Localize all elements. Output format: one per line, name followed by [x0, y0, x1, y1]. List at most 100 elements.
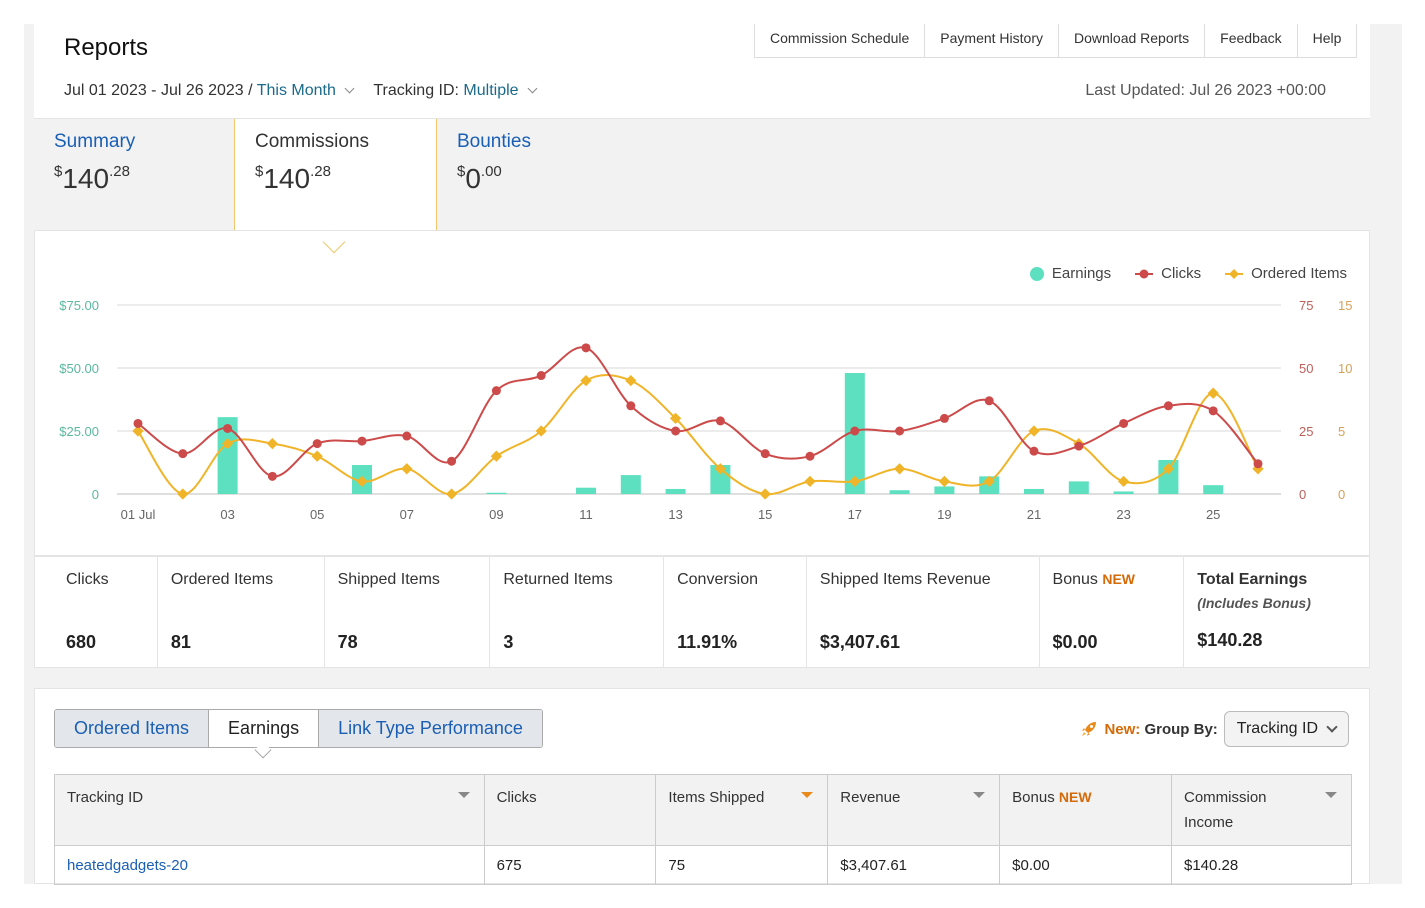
last-updated: Last Updated: Jul 26 2023 +00:00: [1085, 82, 1326, 99]
sort-caret-active-icon[interactable]: [801, 792, 814, 798]
stat-shipped-revenue-value: $3,407.61: [819, 632, 900, 652]
stat-clicks-label: Clicks: [66, 571, 109, 588]
x-tick-label: 21: [1027, 507, 1041, 522]
clicks-point: [402, 431, 412, 441]
x-tick-label: 03: [220, 507, 234, 522]
x-tick-label: 09: [489, 507, 503, 522]
payment-history-link[interactable]: Payment History: [924, 24, 1058, 57]
ordered-items-point: [356, 475, 368, 488]
date-filter-row: Jul 01 2023 - Jul 26 2023 / This Month T…: [64, 82, 542, 100]
tracking-id-link[interactable]: heatedgadgets-20: [54, 845, 485, 885]
stat-ordered-items: Ordered Items 81: [156, 557, 324, 667]
clicks-point: [1208, 406, 1218, 416]
stat-shipped-revenue: Shipped Items Revenue $3,407.61: [805, 557, 1039, 667]
report-table-section: Ordered Items Earnings Link Type Perform…: [34, 688, 1370, 885]
x-tick-label: 19: [937, 507, 951, 522]
legend-ordered-items-label: Ordered Items: [1251, 265, 1347, 282]
tab-commissions-amount: $140.28: [255, 163, 331, 194]
ordered-items-point: [1207, 387, 1219, 399]
x-tick-label: 23: [1116, 507, 1130, 522]
ordered-items-point: [401, 463, 413, 475]
x-tick-label: 05: [310, 507, 324, 522]
ordered-items-point: [1028, 425, 1040, 437]
new-badge: NEW: [1102, 571, 1136, 587]
ordered-items-point: [714, 463, 727, 475]
tab-commissions-label: Commissions: [255, 131, 370, 152]
sort-caret-icon[interactable]: [1325, 792, 1337, 798]
ordered-items-point: [625, 374, 637, 387]
ordered-items-point: [221, 437, 234, 450]
stat-total-earnings-sub: (Includes Bonus): [1197, 595, 1311, 611]
sort-caret-icon[interactable]: [973, 792, 986, 798]
group-by-select[interactable]: Tracking ID: [1223, 711, 1349, 747]
x-tick-label: 25: [1206, 507, 1220, 522]
tab-ordered-items[interactable]: Ordered Items: [55, 710, 209, 747]
ordered-items-point: [445, 488, 458, 500]
feedback-link[interactable]: Feedback: [1204, 24, 1296, 57]
col-items-shipped[interactable]: Items Shipped: [655, 774, 829, 846]
earnings-bar: [486, 492, 507, 494]
col-clicks[interactable]: Clicks: [483, 774, 657, 846]
y-left-tick-label: $50.00: [59, 361, 99, 376]
clicks-point: [223, 423, 233, 433]
col-commission-income[interactable]: Commission Income: [1171, 774, 1352, 846]
col-revenue[interactable]: Revenue: [827, 774, 1001, 846]
clicks-point: [357, 436, 367, 446]
y-clicks-tick-label: 0: [1299, 487, 1306, 502]
download-reports-link[interactable]: Download Reports: [1058, 24, 1204, 57]
legend-earnings-label: Earnings: [1051, 265, 1112, 282]
tab-earnings[interactable]: Earnings: [208, 710, 319, 747]
ordered-items-point: [849, 475, 861, 488]
legend-ordered-items[interactable]: Ordered Items: [1225, 265, 1347, 282]
col-bonus[interactable]: Bonus NEW: [999, 774, 1172, 846]
clicks-line: [137, 346, 1259, 478]
commission-schedule-link[interactable]: Commission Schedule: [770, 30, 910, 46]
chevron-down-icon[interactable]: [344, 83, 355, 94]
tab-summary[interactable]: Summary $140.28: [34, 119, 234, 231]
tracking-id-dropdown[interactable]: Multiple: [463, 82, 519, 99]
stats-row: Clicks 680 Ordered Items 81 Shipped Item…: [34, 556, 1370, 668]
table-row: heatedgadgets-20 675 75 $3,407.61 $0.00 …: [54, 845, 1352, 885]
y-items-tick-label: 5: [1338, 424, 1345, 439]
tab-link-type-performance[interactable]: Link Type Performance: [318, 710, 542, 747]
clicks-point: [671, 426, 681, 436]
sort-caret-icon[interactable]: [457, 792, 470, 798]
tab-commissions[interactable]: Commissions $140.28: [234, 119, 437, 237]
ordered-items-point: [759, 488, 771, 500]
earnings-bar: [1024, 488, 1044, 494]
clicks-point: [715, 416, 725, 426]
cell-bonus: $0.00: [999, 845, 1172, 885]
clicks-point: [626, 401, 636, 411]
tracking-label: Tracking ID:: [373, 82, 464, 99]
ordered-items-point: [1162, 463, 1175, 475]
clicks-line-icon: [1135, 269, 1154, 278]
new-badge: NEW: [1058, 789, 1092, 805]
top-links: Commission Schedule Payment History Down…: [754, 24, 1358, 58]
chevron-down-icon[interactable]: [527, 83, 538, 94]
clicks-point: [805, 451, 815, 461]
group-by-control: New: Group By: Tracking ID: [1080, 711, 1349, 747]
summary-tabs: Summary $140.28 Commissions $140.28 Boun…: [34, 118, 1370, 237]
period-dropdown[interactable]: This Month: [256, 82, 336, 99]
help-link[interactable]: Help: [1296, 24, 1357, 57]
clicks-point: [1163, 401, 1173, 411]
stat-conversion: Conversion 11.91%: [663, 557, 806, 667]
tab-bounties[interactable]: Bounties $0.00: [437, 119, 637, 231]
clicks-point: [133, 418, 143, 428]
legend-earnings[interactable]: Earnings: [1029, 265, 1112, 282]
legend-clicks[interactable]: Clicks: [1135, 265, 1201, 282]
stat-bonus-label: Bonus NEW: [1052, 571, 1136, 588]
stat-total-earnings-label: Total Earnings: [1197, 571, 1308, 588]
clicks-point: [850, 426, 860, 436]
stat-conversion-label: Conversion: [677, 571, 759, 588]
clicks-point: [939, 413, 949, 423]
y-items-tick-label: 15: [1338, 298, 1352, 313]
y-clicks-tick-label: 75: [1299, 298, 1313, 313]
group-by-label: New: Group By:: [1104, 720, 1218, 738]
col-tracking-id[interactable]: Tracking ID: [54, 774, 485, 846]
cell-items-shipped: 75: [655, 845, 829, 885]
earnings-bar: [576, 487, 596, 494]
stat-returned-items-value: 3: [503, 632, 514, 652]
legend-clicks-label: Clicks: [1161, 265, 1202, 282]
date-separator: /: [243, 82, 257, 99]
